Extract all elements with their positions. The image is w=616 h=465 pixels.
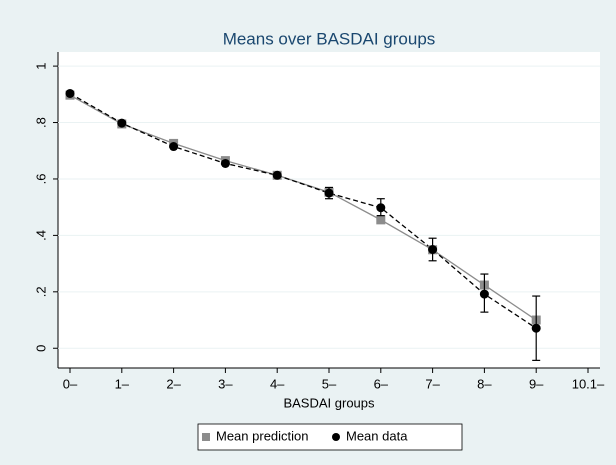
x-tick-label: 5– [322,376,337,391]
y-tick-label: .2 [33,286,48,297]
legend-marker [332,433,340,441]
y-tick-label: .4 [33,230,48,241]
marker [324,188,334,198]
marker [272,170,282,180]
x-tick-label: 9– [529,376,544,391]
legend [197,423,463,451]
plot-area [58,52,600,368]
x-tick-label: 2– [166,376,181,391]
marker [117,118,127,128]
chart-title: Means over BASDAI groups [223,29,436,48]
marker [376,215,386,225]
marker [479,289,489,299]
x-tick-label: 1– [115,376,130,391]
legend-marker [202,433,210,441]
legend-label: Mean prediction [216,428,309,443]
y-tick-label: .8 [33,117,48,128]
x-tick-label: 6– [374,376,389,391]
y-tick-label: 0 [33,345,48,352]
x-axis-label: BASDAI groups [283,395,375,410]
marker [220,158,230,168]
x-tick-label: 8– [477,376,492,391]
marker [169,142,179,152]
y-tick-label: .6 [33,174,48,185]
marker [428,245,438,254]
x-tick-label: 7– [425,376,440,391]
marker [376,203,386,213]
x-tick-label: 10.1– [572,376,605,391]
x-tick-label: 4– [270,376,285,391]
marker [531,323,541,333]
x-tick-label: 3– [218,376,233,391]
series-line [69,92,537,329]
y-tick-label: 1 [33,62,48,69]
x-tick-label: 0– [63,376,78,391]
legend-label: Mean data [346,428,408,443]
marker [65,88,75,98]
